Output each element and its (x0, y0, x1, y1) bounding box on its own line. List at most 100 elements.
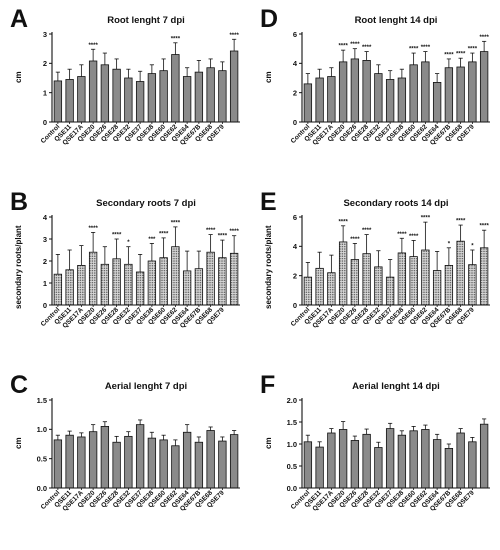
error-bar-f-8 (399, 430, 404, 436)
error-bar-a-0 (55, 71, 60, 81)
error-bar-a-11 (185, 67, 190, 77)
bar-e-2 (327, 272, 336, 306)
bar-f-5 (362, 433, 371, 489)
error-bar-e-7 (388, 259, 393, 278)
bar-a-5 (112, 68, 121, 123)
bar-d-9 (409, 64, 418, 123)
error-bar-d-11 (435, 73, 440, 83)
bar-b-1 (65, 269, 74, 306)
error-bar-c-7 (138, 419, 143, 425)
error-bar-f-1 (317, 441, 322, 448)
significance-label-d-14: **** (468, 47, 478, 53)
bar-c-0 (53, 439, 63, 489)
y-tick-label-b-2: 2 (43, 257, 47, 266)
significance-label-e-12: * (448, 241, 451, 247)
y-tick-label-f-3: 1.5 (287, 418, 297, 427)
error-bar-c-5 (114, 435, 119, 443)
significance-label-e-3: **** (338, 219, 348, 225)
bar-e-3 (338, 241, 348, 306)
bar-b-13 (206, 251, 215, 306)
error-bar-d-4 (352, 48, 357, 59)
bar-c-5 (112, 441, 121, 489)
bar-f-1 (315, 446, 324, 489)
error-bar-b-7 (138, 254, 143, 272)
y-tick-label-a-0: 0 (43, 118, 47, 127)
bar-c-6 (124, 435, 133, 489)
bar-f-7 (385, 428, 395, 489)
error-bar-d-13 (458, 57, 463, 67)
significance-label-d-9: **** (409, 47, 419, 53)
error-bar-e-6 (376, 250, 381, 267)
error-bar-f-4 (352, 435, 357, 441)
bar-b-4 (100, 263, 110, 306)
error-bar-d-3 (341, 49, 346, 62)
y-tick-label-e-1: 2 (293, 271, 297, 280)
error-bar-e-0 (305, 262, 310, 278)
bar-d-4 (350, 58, 360, 123)
error-bar-c-11 (185, 424, 190, 433)
bar-a-6 (124, 77, 133, 123)
significance-label-e-15: **** (479, 224, 489, 230)
significance-label-d-15: **** (479, 35, 489, 41)
error-bar-b-4 (102, 246, 107, 265)
bar-e-14 (468, 264, 477, 306)
significance-label-e-13: **** (456, 219, 466, 225)
axes-d (299, 32, 490, 124)
bar-b-6 (124, 263, 133, 306)
error-bar-a-13 (208, 58, 213, 68)
error-bar-b-9 (161, 237, 166, 258)
error-bar-e-10 (423, 221, 428, 250)
error-bar-a-4 (102, 52, 107, 65)
bar-f-11 (432, 439, 442, 489)
bar-b-0 (53, 273, 63, 306)
bar-d-5 (362, 60, 371, 123)
bar-e-11 (432, 270, 442, 306)
error-bar-b-14 (220, 239, 225, 258)
axes-c (49, 398, 240, 490)
chart-title-e: Secondary roots 14 dpi (343, 198, 449, 209)
y-tick-label-d-3: 6 (293, 30, 297, 39)
y-tick-label-f-2: 1.0 (287, 440, 297, 449)
bar-e-15 (479, 247, 489, 306)
error-bar-d-6 (376, 64, 381, 74)
bar-a-1 (65, 79, 74, 123)
panel-letter-d: D (260, 5, 279, 33)
bar-b-5 (112, 258, 121, 306)
error-bar-b-5 (114, 238, 119, 259)
bar-f-3 (338, 429, 348, 489)
significance-label-d-12: **** (444, 52, 454, 58)
y-tick-label-b-1: 1 (43, 279, 47, 288)
error-bar-e-13 (458, 224, 463, 242)
panel-letter-a: A (10, 5, 29, 33)
error-bar-b-8 (149, 243, 154, 261)
y-tick-label-e-0: 0 (293, 301, 297, 310)
significance-label-e-8: **** (397, 232, 407, 238)
axes-b (49, 215, 240, 307)
bar-f-9 (409, 430, 418, 489)
error-bar-f-11 (435, 433, 440, 440)
bar-f-12 (444, 448, 454, 489)
error-bar-b-3 (91, 232, 96, 253)
error-bar-f-13 (458, 428, 463, 433)
bar-c-10 (171, 445, 180, 489)
error-bar-e-3 (341, 225, 346, 242)
error-bar-b-15 (232, 235, 237, 254)
error-bar-d-7 (388, 70, 393, 80)
error-bar-b-11 (185, 250, 190, 271)
bar-a-14 (218, 70, 227, 123)
y-tick-label-f-4: 2.0 (287, 396, 297, 405)
chart-panel-a: A Root lenght 7 dpi cm **** **** **** 0 1 2 3 Cont… (0, 0, 250, 183)
chart-plot-f: 0.00.51.01.52.0ControlQSE11QSE17AQSE20QS… (287, 396, 490, 513)
bar-e-7 (385, 276, 395, 306)
chart-title-a: Root lenght 7 dpi (107, 15, 185, 26)
significance-label-e-4: **** (350, 237, 360, 243)
error-bar-e-2 (329, 254, 334, 273)
bar-c-8 (147, 437, 157, 489)
error-bar-d-9 (411, 52, 416, 65)
bar-d-12 (444, 67, 454, 123)
significance-label-b-3: **** (88, 226, 98, 232)
error-bar-c-12 (196, 436, 201, 443)
error-bar-a-8 (149, 64, 154, 74)
error-bar-b-1 (67, 249, 72, 270)
bar-a-2 (77, 76, 86, 123)
